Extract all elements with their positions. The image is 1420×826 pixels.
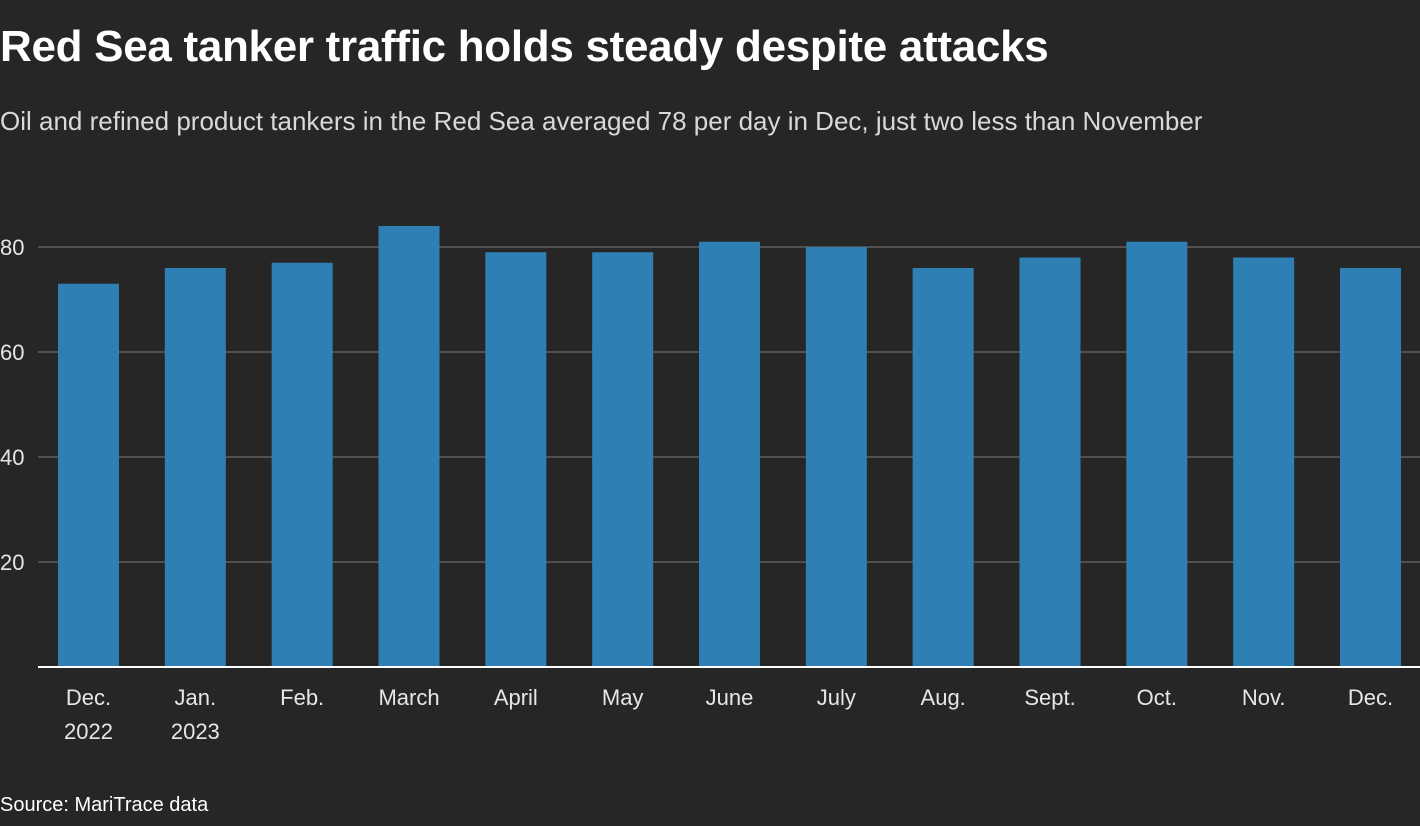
bar xyxy=(699,241,760,667)
y-tick-label: 40 xyxy=(0,445,24,470)
x-tick-label: Oct. xyxy=(1137,685,1177,710)
x-tick-label: April xyxy=(494,685,538,710)
x-tick-label: Feb. xyxy=(280,685,324,710)
x-tick-label: Aug. xyxy=(921,685,966,710)
x-tick-label: June xyxy=(706,685,754,710)
x-tick-label: March xyxy=(378,685,439,710)
y-tick-label: 80 xyxy=(0,235,24,260)
x-tick-label: 2023 xyxy=(171,719,220,744)
x-tick-label: 2022 xyxy=(64,719,113,744)
bar xyxy=(485,252,547,667)
bar xyxy=(805,247,867,667)
x-tick-label: May xyxy=(602,685,644,710)
bar xyxy=(592,252,654,667)
chart-title: Red Sea tanker traffic holds steady desp… xyxy=(0,22,1049,71)
bar xyxy=(1019,257,1081,667)
x-tick-label: Sept. xyxy=(1024,685,1075,710)
y-tick-label: 60 xyxy=(0,340,24,365)
bar xyxy=(164,268,226,667)
x-tick-label: July xyxy=(817,685,856,710)
x-tick-label: Dec. xyxy=(66,685,111,710)
source-note: Source: MariTrace data xyxy=(0,794,209,816)
x-tick-label: Nov. xyxy=(1242,685,1286,710)
x-tick-label: Dec. xyxy=(1348,685,1393,710)
bar xyxy=(58,283,119,667)
chart-subtitle: Oil and refined product tankers in the R… xyxy=(0,106,1203,136)
bar xyxy=(912,268,974,667)
bar xyxy=(1233,257,1295,667)
bar xyxy=(1340,268,1401,667)
bar xyxy=(271,262,333,667)
x-tick-label: Jan. xyxy=(175,685,217,710)
bar xyxy=(378,226,440,667)
bar xyxy=(1126,241,1188,667)
y-tick-label: 20 xyxy=(0,550,24,575)
bar-chart: 20 40 60 80 Dec. 2022 Jan. 2023 Feb. March April Ma… xyxy=(0,226,1420,744)
